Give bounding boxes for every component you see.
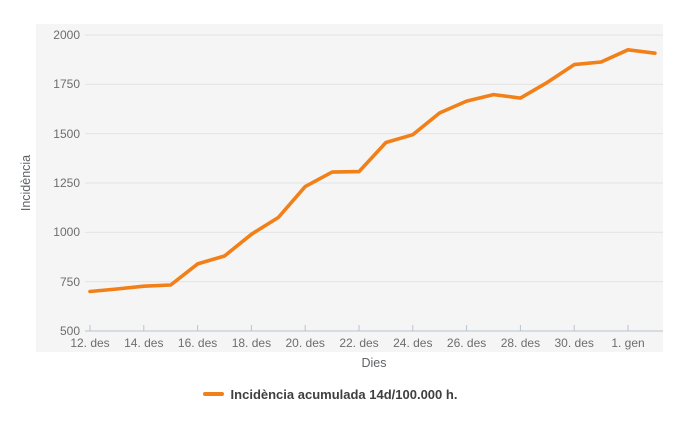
y-axis-title: Incidència <box>19 154 33 212</box>
x-axis-title: Dies <box>361 356 387 370</box>
legend-line-swatch <box>202 392 224 396</box>
y-tick-label: 1500 <box>53 126 80 141</box>
x-tick-label: 24. des <box>393 336 433 350</box>
x-tick-label: 26. des <box>446 336 487 350</box>
x-tick-label: 16. des <box>177 336 218 350</box>
x-tick-label: 18. des <box>231 336 272 350</box>
x-tick-label: 22. des <box>339 336 379 350</box>
x-tick-label: 14. des <box>124 336 164 350</box>
x-tick-label: 20. des <box>285 336 325 350</box>
y-tick-label: 1000 <box>53 225 80 240</box>
y-tick-label: 500 <box>59 324 80 338</box>
x-tick-label: 12. des <box>70 336 110 350</box>
x-tick-label: 1. gen <box>611 336 645 350</box>
legend-label: Incidència acumulada 14d/100.000 h. <box>230 386 458 402</box>
legend[interactable]: Incidència acumulada 14d/100.000 h. <box>0 385 676 403</box>
plot-panel <box>36 24 663 352</box>
x-tick-label: 30. des <box>554 336 594 350</box>
y-tick-label: 750 <box>59 274 80 289</box>
y-tick-label: 1250 <box>53 176 80 190</box>
y-tick-label: 2000 <box>53 28 80 42</box>
y-tick-label: 1750 <box>53 77 80 92</box>
x-tick-label: 28. des <box>500 336 541 350</box>
series-line[interactable] <box>88 47 657 294</box>
